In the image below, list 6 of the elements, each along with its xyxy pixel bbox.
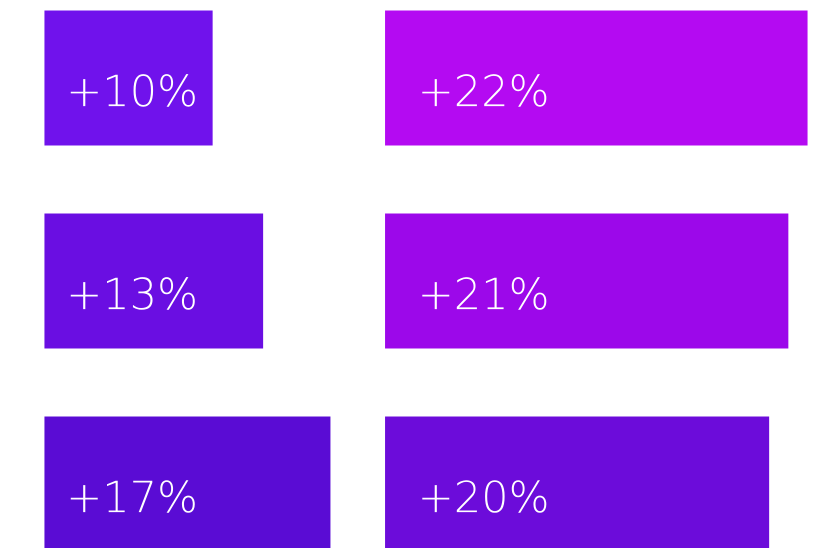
data-label: +22% (422, 74, 546, 107)
data-label: +17% (70, 480, 195, 513)
data-label: +13% (70, 277, 195, 310)
data-label: +20% (422, 480, 546, 513)
data-label: +21% (422, 277, 546, 310)
data-label: +10% (70, 74, 195, 107)
